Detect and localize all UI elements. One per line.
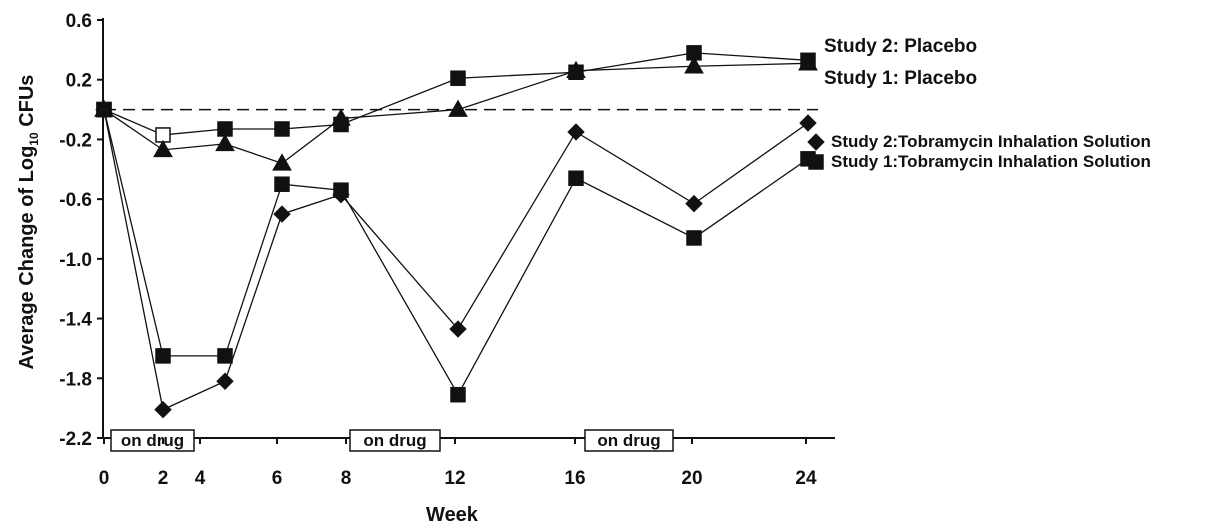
study2-tobramycin-line [103,109,809,411]
study1-tobramycin-series [96,101,816,403]
y-tick-label: -2.2 [59,429,92,450]
y-tick-label: -1.0 [59,250,92,271]
y-axis-title-main: Average Change of Log [16,146,38,370]
study1-placebo-point [272,153,292,171]
study1-tobramycin-point [155,348,171,364]
study2-placebo-point [217,121,233,137]
study1-placebo-point [331,108,351,126]
series-layer [94,45,818,419]
study1-tobramycin-point [333,182,349,198]
x-tick-label: 6 [272,468,283,489]
on-drug-box-frame [110,429,195,452]
study1-placebo-point [798,53,818,71]
y-tick-label: -0.2 [59,130,92,151]
legend-label: Study 2: Placebo [824,36,977,57]
x-tick-label: 4 [195,468,206,489]
y-axis-title: Average Change of Log10 CFUs [16,75,41,370]
study2-placebo-series [96,45,816,143]
y-tick-label: 0.6 [66,11,92,32]
study2-tobramycin-point [216,372,234,390]
study1-tobramycin-line [103,109,809,397]
study2-tobramycin-point [685,194,703,213]
x-tick-label: 24 [795,468,817,489]
axes [102,18,835,439]
study2-tobramycin-point [449,320,467,338]
legend-marker [807,133,825,151]
on-drug-label: on drug [121,431,184,450]
y-ticks: 0.6 0.2 -0.2 -0.6 -1.0 -1.4 -1.8 -2.2 [59,11,103,450]
y-tick-label: -0.6 [59,190,92,211]
x-axis-title: Week [426,504,479,526]
study1-placebo-point [215,133,235,152]
study2-placebo-line [103,52,809,136]
x-tick-label: 8 [341,468,352,489]
on-drug-box-frame [584,429,674,452]
study1-tobramycin-point [450,386,466,403]
x-tick-label: 0 [99,468,110,489]
x-tick-label: 2 [158,468,169,489]
x-tick-label: 12 [444,468,465,489]
y-axis-title-tail: CFUs [16,75,38,133]
study1-placebo-point [566,60,586,79]
on-drug-box: on drug [110,429,195,452]
on-drug-box: on drug [584,429,674,452]
y-axis-title-subscript: 10 [27,132,41,146]
x-tick-label: 16 [564,468,585,489]
study1-placebo-point [684,56,704,74]
legend-item-study2-placebo: Study 2: Placebo [824,36,977,57]
y-tick-label: -1.8 [59,369,92,390]
study2-tobramycin-point [567,123,585,141]
drug-periods: on drug on drug on drug [110,429,674,452]
on-drug-label: on drug [597,431,660,450]
legend-item-study1-tobramycin: Study 1:Tobramycin Inhalation Solution [808,152,1151,171]
legend-label: Study 1:Tobramycin Inhalation Solution [831,152,1151,171]
study1-tobramycin-point [217,348,233,364]
y-tick-label: 0.2 [66,71,92,92]
study1-tobramycin-point [568,170,584,186]
legend: Study 2: Placebo Study 1: Placebo Study 2:… [807,36,1151,171]
y-tick-label: -1.4 [59,310,92,331]
legend-item-study2-tobramycin: Study 2:Tobramycin Inhalation Solution [807,132,1151,151]
x-ticks: 0 2 4 6 8 12 16 20 24 [99,438,817,489]
x-tick-label: 20 [681,468,702,489]
study2-tobramycin-series [95,100,817,419]
study2-tobramycin-point [799,114,817,132]
study2-tobramycin-point [273,205,291,223]
study1-tobramycin-point [686,230,702,246]
study2-placebo-point [450,70,466,86]
legend-item-study1-placebo: Study 1: Placebo [824,68,977,89]
legend-label: Study 1: Placebo [824,68,977,89]
on-drug-box: on drug [349,429,441,452]
study2-tobramycin-point [154,400,172,419]
on-drug-box-frame [349,429,441,452]
study1-placebo-point [153,139,173,158]
study2-placebo-point [155,127,171,143]
legend-marker [808,154,824,170]
study1-tobramycin-point [96,101,112,118]
legend-label: Study 2:Tobramycin Inhalation Solution [831,132,1151,151]
study2-placebo-point [274,121,290,137]
study1-placebo-point [448,99,468,117]
on-drug-label: on drug [363,431,426,450]
study1-tobramycin-point [274,176,290,192]
